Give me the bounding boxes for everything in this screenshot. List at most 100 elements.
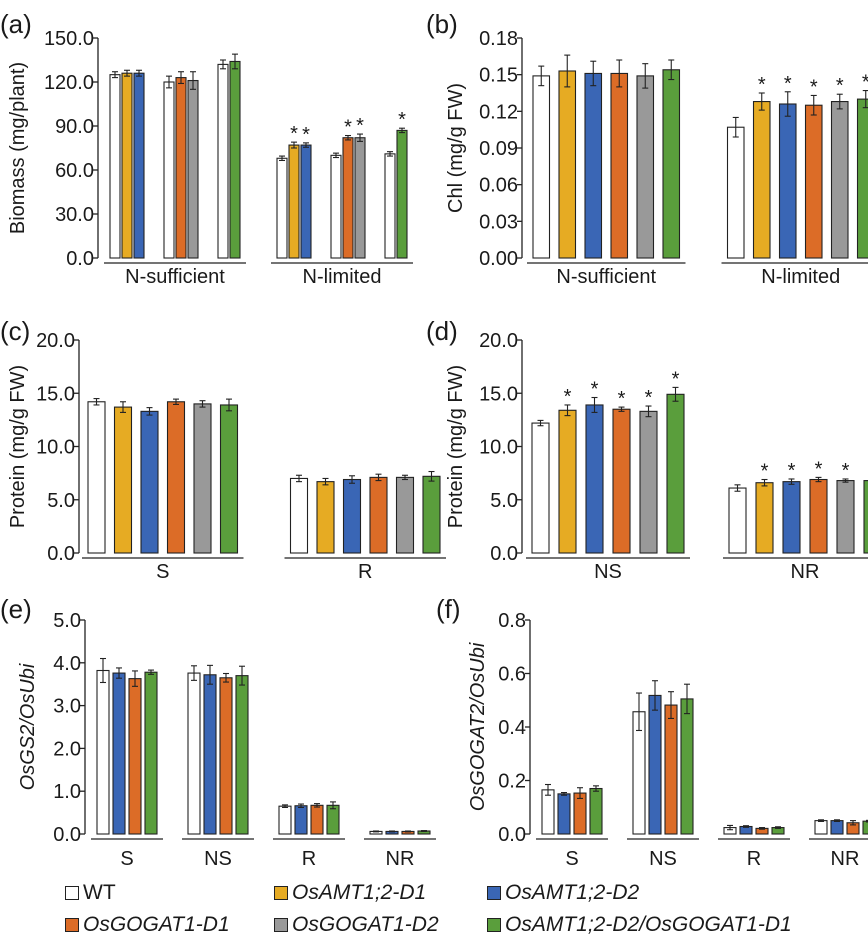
bar xyxy=(278,805,292,835)
chart-panel-f: (f) 0.0 0.2 0.4 0.6 0.8 OsGOGAT2/OsUbi S NS R NR xyxy=(436,594,868,870)
bar xyxy=(680,698,694,835)
bar xyxy=(856,98,868,259)
significance-star: * xyxy=(645,387,653,409)
category-label: N-limited xyxy=(761,266,840,288)
bar xyxy=(300,144,312,259)
y-tick-label: 5.0 xyxy=(47,490,75,512)
significance-star: * xyxy=(862,72,868,94)
legend-swatch-wt xyxy=(65,886,79,900)
bar xyxy=(133,72,145,259)
y-tick-label: 0.8 xyxy=(498,610,526,632)
bar xyxy=(121,72,133,259)
y-tick-label: 0.0 xyxy=(53,824,81,846)
category-label: R xyxy=(358,561,372,583)
bar xyxy=(726,126,745,259)
significance-star: * xyxy=(672,368,680,390)
bar xyxy=(203,674,217,835)
y-tick-label: 0.15 xyxy=(479,65,518,87)
y-tick-label: 4.0 xyxy=(53,653,81,675)
significance-star: * xyxy=(784,73,792,95)
legend-label-double-mutant: OsAMT1;2-D2/OsGOGAT1-D1 xyxy=(505,913,792,936)
panel-label: (c) xyxy=(0,316,30,346)
y-tick-label: 120.0 xyxy=(44,72,94,94)
y-tick-label: 0.0 xyxy=(47,543,75,565)
panel-label: (b) xyxy=(426,9,458,39)
bar xyxy=(809,478,828,554)
category-label: S xyxy=(565,848,578,870)
category-label: R xyxy=(302,848,316,870)
y-tick-label: 0.06 xyxy=(479,175,518,197)
y-tick-label: 5.0 xyxy=(53,610,81,632)
bar xyxy=(326,804,340,835)
chart-panel-c: (c) 0.0 5.0 10.0 15.0 20.0 Protein (mg/g FW) S R xyxy=(0,316,446,583)
y-tick-label: 20.0 xyxy=(479,330,518,352)
significance-star: * xyxy=(564,386,572,408)
y-tick-label: 10.0 xyxy=(36,437,75,459)
y-tick-label: 150.0 xyxy=(44,28,94,50)
legend-swatch-osamt12-d1 xyxy=(274,886,288,900)
y-tick-label: 0.18 xyxy=(479,28,518,50)
bar xyxy=(217,63,229,259)
category-label: NR xyxy=(791,561,820,583)
y-tick-label: 0.12 xyxy=(479,101,518,123)
chart-panel-e: (e) 0.0 1.0 2.0 3.0 4.0 5.0 OsGS2/OsUbi S NS R NR xyxy=(0,594,436,870)
bar xyxy=(636,75,655,259)
legend-label-osamt12-d2: OsAMT1;2-D2 xyxy=(505,881,640,904)
legend-swatch-double-mutant xyxy=(487,918,501,932)
bar xyxy=(384,153,396,259)
bar xyxy=(836,480,855,554)
legend-item-double-mutant: OsAMT1;2-D2/OsGOGAT1-D1 xyxy=(487,913,792,937)
y-tick-label: 0.0 xyxy=(66,248,94,270)
y-axis-title: Chl (mg/g FW) xyxy=(445,83,467,213)
y-tick-label: 0.6 xyxy=(498,664,526,686)
bar xyxy=(814,820,828,835)
bar xyxy=(163,81,175,259)
legend-item-osgogat1-d2: OsGOGAT1-D2 xyxy=(274,913,439,937)
bar xyxy=(330,154,342,259)
significance-star: * xyxy=(398,109,406,131)
panel-label: (e) xyxy=(0,594,32,624)
bar xyxy=(666,393,685,554)
y-tick-label: 20.0 xyxy=(36,330,75,352)
y-tick-label: 5.0 xyxy=(490,490,518,512)
bar xyxy=(235,675,249,835)
y-axis-title: Protein (mg/g FW) xyxy=(7,365,29,528)
bar xyxy=(585,404,604,554)
y-axis-title: Protein (mg/g FW) xyxy=(445,365,467,528)
bar xyxy=(310,804,324,835)
significance-star: * xyxy=(810,76,818,98)
y-axis-title: Biomass (mg/plant) xyxy=(7,62,29,234)
bar xyxy=(289,477,309,554)
y-tick-label: 0.00 xyxy=(479,248,518,270)
category-label: R xyxy=(747,848,761,870)
significance-star: * xyxy=(302,124,310,146)
bar xyxy=(648,694,662,835)
panel-label: (a) xyxy=(0,9,32,39)
significance-star: * xyxy=(788,460,796,482)
y-axis-title: OsGOGAT2/OsUbi xyxy=(467,642,489,811)
bar xyxy=(531,422,550,554)
legend-item-osgogat1-d1: OsGOGAT1-D1 xyxy=(65,913,230,937)
panel-label: (d) xyxy=(426,316,458,346)
bar xyxy=(558,409,577,554)
bar xyxy=(396,129,408,259)
bar xyxy=(109,74,121,259)
chart-panel-d: (d) 0.0 5.0 10.0 15.0 20.0 Protein (mg/g FW) * *… xyxy=(426,316,868,583)
bar xyxy=(589,787,603,835)
bar xyxy=(288,144,300,259)
bar xyxy=(187,672,201,835)
bar xyxy=(610,72,629,259)
legend: WT OsAMT1;2-D1 OsAMT1;2-D2 OsGOGAT1-D1 O… xyxy=(40,877,860,937)
bar xyxy=(830,101,849,259)
bar xyxy=(782,481,801,554)
legend-label-osgogat1-d1: OsGOGAT1-D1 xyxy=(83,913,230,936)
significance-star: * xyxy=(356,115,364,137)
bar xyxy=(558,70,577,259)
bar xyxy=(113,406,133,554)
bar xyxy=(755,482,774,554)
bar xyxy=(219,404,239,554)
bar xyxy=(863,480,868,554)
bar xyxy=(316,481,335,554)
y-tick-label: 1.0 xyxy=(53,781,81,803)
category-label: S xyxy=(156,561,169,583)
